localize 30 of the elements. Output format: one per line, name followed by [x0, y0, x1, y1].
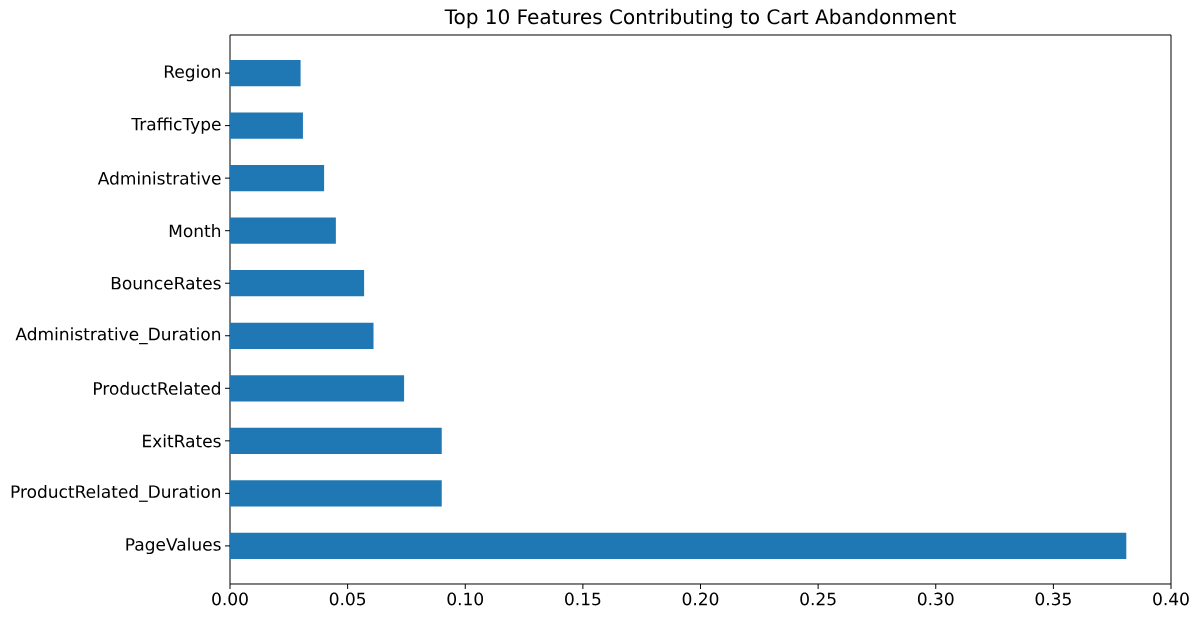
y-tick-label: Region [164, 64, 221, 82]
y-tick-label: PageValues [126, 537, 221, 555]
x-tick-label: 0.10 [447, 592, 484, 606]
x-tick-label: 0.15 [565, 592, 601, 606]
x-tick-label: 0.20 [682, 592, 719, 606]
bar [230, 165, 325, 192]
y-tick-label: Administrative [97, 171, 221, 185]
bar [230, 480, 442, 507]
x-tick-label: 0.30 [917, 592, 954, 606]
bar [230, 112, 303, 139]
x-tick-label: 0.25 [800, 592, 836, 606]
x-tick-label: 0.05 [329, 592, 366, 606]
x-tick-label: 0.00 [212, 592, 248, 606]
bar [230, 217, 336, 244]
bar [230, 532, 1127, 560]
y-tick-label: Month [169, 224, 221, 238]
bar [230, 59, 301, 87]
x-tick-label: 0.40 [1153, 592, 1189, 606]
chart-title: Top 10 Features Contributing to Cart Abandonment [444, 8, 956, 29]
y-tick-label: ProductRelated [94, 381, 220, 395]
y-tick-label: BounceRates [111, 276, 221, 290]
y-tick-label: ProductRelated_Duration [11, 484, 221, 502]
bar [230, 322, 374, 349]
bar [230, 375, 405, 402]
y-tick-label: TrafficType [131, 117, 221, 134]
y-tick-label: ExitRates [143, 434, 221, 448]
bar [230, 427, 442, 454]
y-tick-label: Administrative_Duration [15, 327, 221, 345]
x-tick-label: 0.35 [1035, 592, 1071, 606]
bar [230, 270, 365, 297]
